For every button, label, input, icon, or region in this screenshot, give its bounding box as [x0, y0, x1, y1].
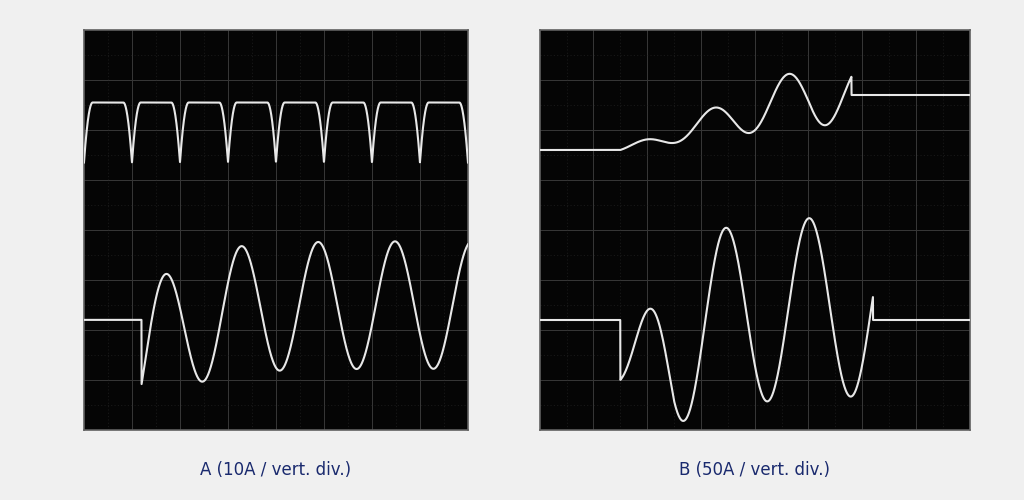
Text: A (10A / vert. div.): A (10A / vert. div.) — [201, 461, 351, 479]
Text: B (50A / vert. div.): B (50A / vert. div.) — [679, 461, 830, 479]
